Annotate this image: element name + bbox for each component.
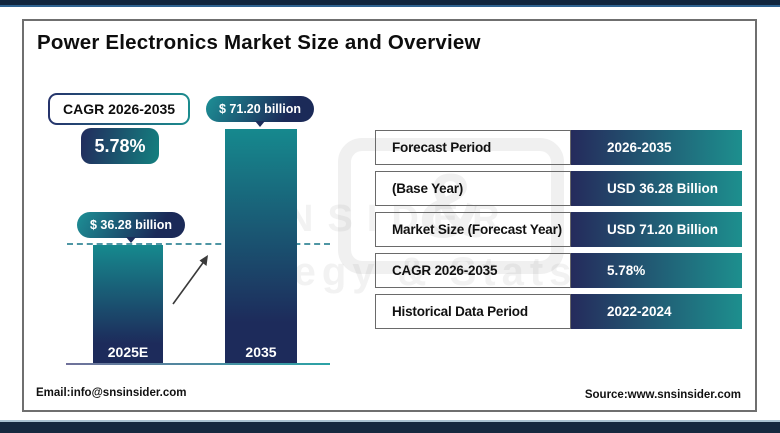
footer-source: Source:www.snsinsider.com [584, 389, 741, 401]
row-label: (Base Year) [375, 171, 571, 206]
row-label: Forecast Period [375, 130, 571, 165]
table-row: Historical Data Period 2022-2024 [375, 294, 742, 329]
category-label-2025e: 2025E [107, 344, 149, 360]
reference-dashline [67, 243, 330, 245]
table-row: (Base Year) USD 36.28 Billion [375, 171, 742, 206]
table-row: CAGR 2026-2035 5.78% [375, 253, 742, 288]
bar-2025e: 2025E [93, 245, 163, 365]
row-label: Historical Data Period [375, 294, 571, 329]
page-title: Power Electronics Market Size and Overvi… [37, 31, 481, 54]
row-value: USD 36.28 Billion [571, 171, 742, 206]
row-value: 2022-2024 [571, 294, 742, 329]
top-bar [0, 0, 780, 7]
footer-email: Email:info@snsinsider.com [36, 387, 187, 399]
bar-2035: 2035 [225, 129, 297, 365]
row-label: CAGR 2026-2035 [375, 253, 571, 288]
table-row: Forecast Period 2026-2035 [375, 130, 742, 165]
cagr-label-box: CAGR 2026-2035 [48, 93, 191, 125]
row-value: 2026-2035 [571, 130, 742, 165]
value-callout-2035: $ 71.20 billion [206, 96, 314, 122]
value-callout-2025e: $ 36.28 billion [77, 212, 185, 238]
bottom-bar [0, 420, 780, 433]
row-value: USD 71.20 Billion [571, 212, 742, 247]
row-label: Market Size (Forecast Year) [375, 212, 571, 247]
cagr-label: CAGR 2026-2035 [50, 95, 189, 123]
row-value: 5.78% [571, 253, 742, 288]
category-label-2035: 2035 [245, 344, 277, 360]
table-row: Market Size (Forecast Year) USD 71.20 Bi… [375, 212, 742, 247]
growth-arrow-icon [172, 255, 208, 305]
x-axis-line [66, 363, 330, 365]
info-table: Forecast Period 2026-2035 (Base Year) US… [375, 130, 742, 335]
cagr-value-badge: 5.78% [81, 128, 159, 164]
